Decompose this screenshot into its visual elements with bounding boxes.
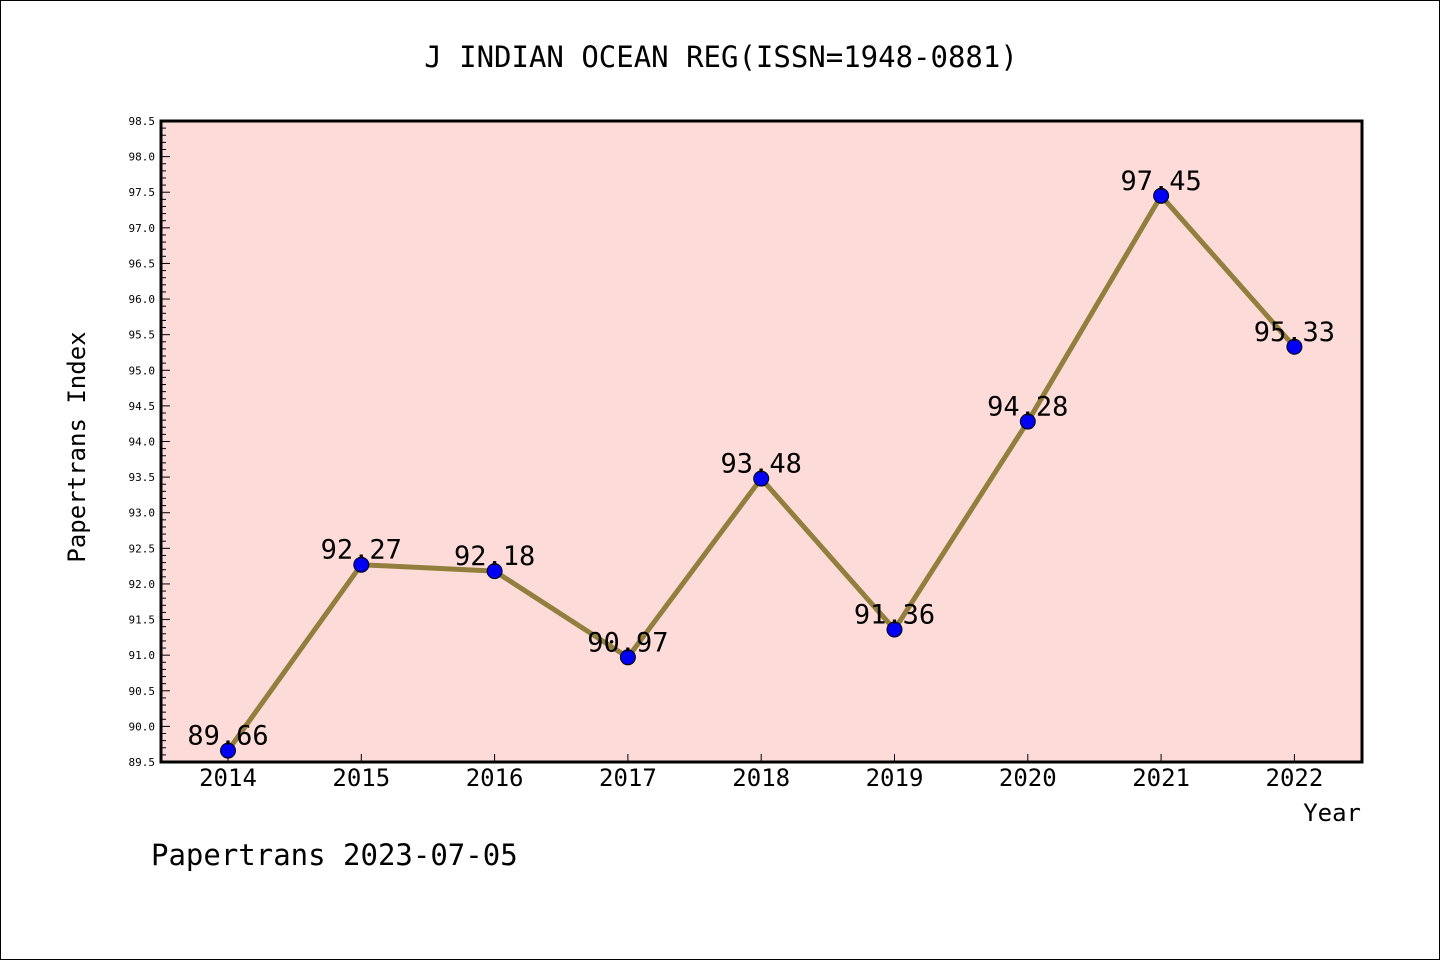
- x-tick-label: 2020: [999, 764, 1057, 792]
- y-tick-label: 91.5: [129, 614, 156, 627]
- data-label-2014: 89.66: [187, 721, 268, 752]
- data-point-2019: [886, 621, 903, 638]
- y-tick-label: 97.0: [129, 222, 156, 235]
- y-tick-label: 98.0: [129, 151, 156, 164]
- y-tick-label: 89.5: [129, 756, 156, 769]
- y-tick-label: 92.5: [129, 542, 156, 555]
- plot-area: [161, 121, 1362, 762]
- y-tick-label: 96.5: [129, 257, 156, 270]
- x-tick-label: 2022: [1266, 764, 1324, 792]
- x-axis-label: Year: [1303, 799, 1361, 827]
- plot-frame: [159, 119, 1364, 764]
- data-point-2014: [220, 742, 236, 759]
- data-label-2017: 90.97: [587, 627, 668, 658]
- data-point-2015: [353, 556, 370, 573]
- y-tick-label: 92.0: [129, 578, 156, 591]
- data-labels: 89.66 92.27 92.18 90.97 93.48 91.36 94.28 97.45…: [187, 166, 1335, 752]
- data-label-2016: 92.18: [454, 541, 535, 572]
- y-tick-label: 98.5: [129, 115, 156, 128]
- y-tick-label: 93.0: [129, 507, 156, 520]
- y-axis-ticks: 89.5 90.0 90.5 91.0 91.5 92.0 92.5 93.0 93.5 94.0…: [129, 115, 170, 769]
- x-tick-label: 2016: [466, 764, 524, 792]
- x-tick-label: 2021: [1132, 764, 1190, 792]
- y-tick-label: 94.0: [129, 436, 156, 449]
- data-label-2018: 93.48: [721, 449, 802, 480]
- data-label-2021: 97.45: [1120, 166, 1201, 197]
- data-point-2017: [619, 649, 636, 666]
- y-tick-label: 94.5: [129, 400, 156, 413]
- data-points: [220, 187, 1303, 759]
- x-tick-label: 2014: [199, 764, 257, 792]
- y-tick-label: 95.0: [129, 364, 156, 377]
- data-label-2019: 91.36: [854, 600, 935, 631]
- data-label-2022: 95.33: [1254, 317, 1335, 348]
- x-tick-label: 2017: [599, 764, 657, 792]
- data-point-2020: [1019, 413, 1036, 430]
- x-tick-label: 2019: [866, 764, 924, 792]
- footer-date-note: Papertrans 2023-07-05: [151, 838, 518, 872]
- data-point-2016: [486, 563, 503, 580]
- x-tick-label: 2015: [332, 764, 390, 792]
- y-tick-label: 91.0: [129, 649, 156, 662]
- data-label-2015: 92.27: [321, 535, 402, 566]
- x-tick-label: 2018: [732, 764, 790, 792]
- y-tick-label: 93.5: [129, 471, 156, 484]
- data-point-2018: [753, 470, 770, 487]
- y-tick-label: 90.5: [129, 685, 156, 698]
- chart-title: J INDIAN OCEAN REG(ISSN=1948-0881): [424, 40, 1018, 74]
- y-tick-label: 95.5: [129, 329, 156, 342]
- y-axis-label: Papertrans Index: [63, 331, 91, 562]
- data-label-2020: 94.28: [987, 392, 1068, 423]
- data-point-2021: [1153, 187, 1170, 204]
- data-point-2022: [1286, 338, 1303, 355]
- y-tick-label: 90.0: [129, 720, 156, 733]
- y-tick-label: 96.0: [129, 293, 156, 306]
- y-tick-label: 97.5: [129, 186, 156, 199]
